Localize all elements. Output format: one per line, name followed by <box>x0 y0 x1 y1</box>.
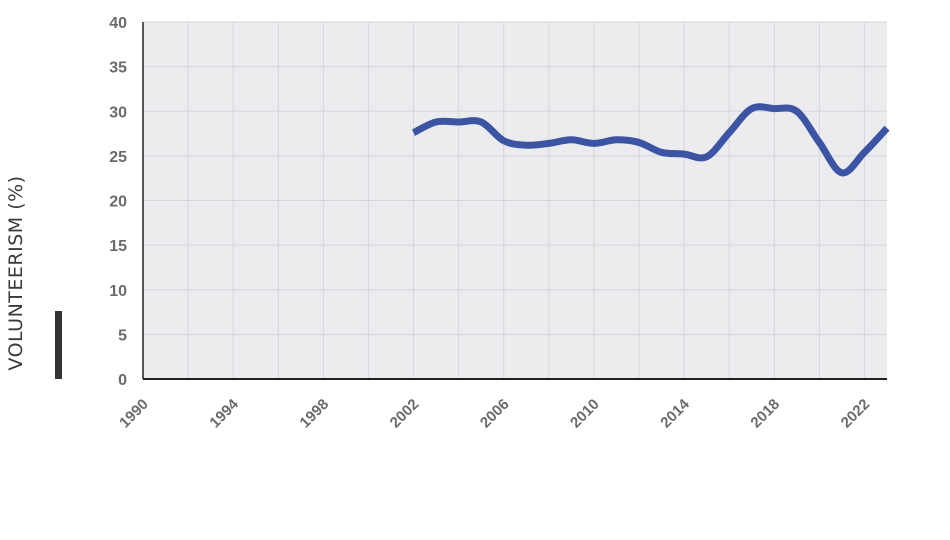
y-tick-label: 25 <box>109 149 127 166</box>
x-tick-label: 1990 <box>116 396 152 432</box>
y-axis-accent-bar <box>55 311 62 379</box>
x-tick-label: 2002 <box>387 396 423 432</box>
series-layer <box>411 103 890 177</box>
y-tick-label: 40 <box>109 15 127 32</box>
y-tick-label: 15 <box>109 238 127 255</box>
y-tick-labels: 0 5 10 15 20 25 30 35 40 <box>109 15 127 389</box>
y-tick-label: 35 <box>109 60 127 77</box>
x-tick-label: 2022 <box>838 396 874 432</box>
y-tick-label: 5 <box>118 327 127 344</box>
x-tick-label: 1998 <box>297 396 333 432</box>
x-tick-label: 2006 <box>477 396 513 432</box>
series-line <box>411 103 890 177</box>
x-tick-label: 2014 <box>657 395 693 431</box>
y-tick-label: 20 <box>109 194 127 211</box>
y-axis-label: VOLUNTEERISM (%) <box>5 175 27 370</box>
grid-lines <box>142 21 887 380</box>
y-tick-label: 10 <box>109 283 127 300</box>
y-tick-label: 0 <box>118 372 127 389</box>
x-tick-labels: 1990 1994 1998 2002 2006 2010 2014 2018 2022 <box>116 395 873 431</box>
x-tick-label: 2018 <box>747 396 783 432</box>
x-tick-label: 1994 <box>206 395 242 431</box>
y-tick-label: 30 <box>109 104 127 121</box>
x-tick-label: 2010 <box>567 396 603 432</box>
